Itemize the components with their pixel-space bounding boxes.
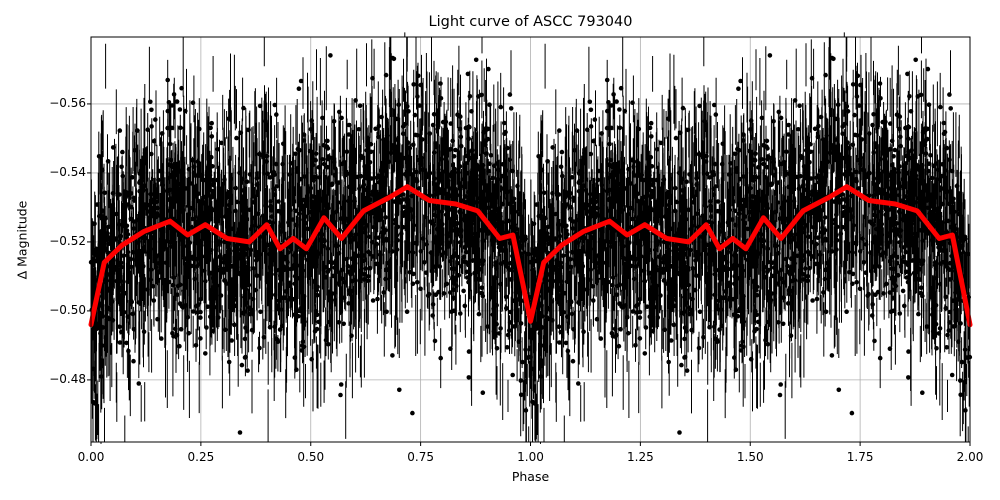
y-tick-label: −0.48 [49,371,86,386]
x-tick-label: 1.50 [736,450,764,464]
x-tick-label: 1.75 [846,450,874,464]
x-tick-label: 0.25 [187,450,215,464]
x-tick-label: 0.50 [297,450,325,464]
y-tick-label: −0.50 [49,302,86,317]
x-axis-label: Phase [511,469,550,484]
axis-ticks [87,103,971,446]
x-tick-label: 0.75 [407,450,434,464]
y-tick-label: −0.56 [49,95,86,110]
observation-points [88,32,973,444]
x-tick-label: 1.00 [517,450,544,464]
binned-mean-curve [88,184,973,328]
x-tick-label: 2.00 [956,450,984,464]
y-tick-label: −0.54 [49,164,86,179]
y-tick-label: −0.52 [49,233,86,248]
x-tick-label: 1.25 [627,450,654,464]
x-tick-label: 0.00 [77,450,105,464]
chart-title: Light curve of ASCC 793040 [428,14,633,30]
